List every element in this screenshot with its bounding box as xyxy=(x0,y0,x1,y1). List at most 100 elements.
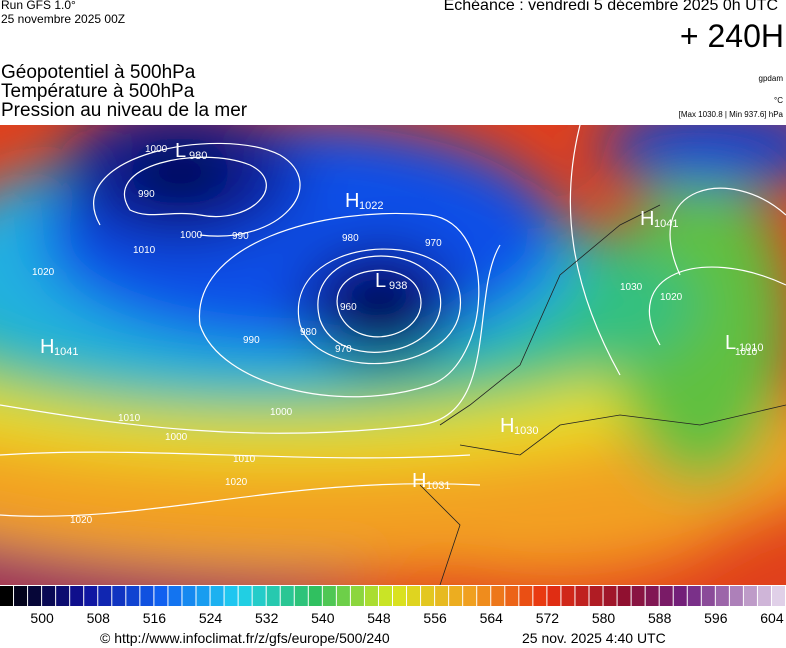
colorbar-swatch xyxy=(280,586,294,606)
colorbar-swatch xyxy=(617,586,631,606)
run-date: 25 novembre 2025 00Z xyxy=(1,12,126,26)
isobar-label: 1020 xyxy=(225,477,248,488)
isobar-label: 1020 xyxy=(660,292,683,303)
pressure-center-letter: H xyxy=(40,336,54,358)
isobar-label: 1010 xyxy=(735,347,758,358)
colorbar-tick-label: 580 xyxy=(591,610,616,626)
colorbar-tick-label: 572 xyxy=(535,610,560,626)
isobar-label: 960 xyxy=(340,302,357,313)
isobar-label: 1000 xyxy=(165,432,188,443)
colorbar-swatch xyxy=(533,586,547,606)
colorbar-swatch xyxy=(645,586,659,606)
layer: Température à 500hPa xyxy=(1,81,195,102)
colorbar-swatch xyxy=(224,586,238,606)
colorbar-swatch xyxy=(196,586,210,606)
colorbar-swatch xyxy=(364,586,378,606)
pressure-center-value: 1022 xyxy=(359,200,383,212)
colorbar-swatch xyxy=(547,586,561,606)
colorbar-swatch xyxy=(28,586,42,606)
isobar-label: 970 xyxy=(335,344,352,355)
colorbar-ticks: 500 508 516 524 532 540 548 556 564 572 580 588 596 6… xyxy=(0,610,786,628)
colorbar-swatch xyxy=(56,586,70,606)
pressure-center-value: 938 xyxy=(389,280,407,292)
colorbar-swatch xyxy=(519,586,533,606)
pressure-center-value: 1041 xyxy=(654,218,678,230)
colorbar-swatch xyxy=(701,586,715,606)
colorbar xyxy=(0,586,785,606)
colorbar-swatch xyxy=(491,586,505,606)
colorbar-swatch xyxy=(407,586,421,606)
unit: gpdam xyxy=(758,74,783,83)
colorbar-swatch xyxy=(210,586,224,606)
pressure-center-value: 1031 xyxy=(426,480,450,492)
pressure-center-letter: L xyxy=(175,140,186,162)
colorbar-swatch xyxy=(350,586,364,606)
colorbar-tick-label: 540 xyxy=(311,610,335,626)
colorbar-swatch xyxy=(322,586,336,606)
colorbar-swatch xyxy=(308,586,322,606)
isobar-label: 980 xyxy=(300,327,317,338)
colorbar-swatch xyxy=(505,586,519,606)
colorbar-swatch xyxy=(603,586,617,606)
colorbar-swatch xyxy=(70,586,84,606)
isobar-label: 970 xyxy=(425,238,442,249)
colorbar-swatch xyxy=(294,586,308,606)
valid-time: Echéance : vendredi 5 décembre 2025 0h U… xyxy=(443,0,778,14)
colorbar-swatch xyxy=(140,586,154,606)
colorbar-tick-label: 564 xyxy=(479,610,503,626)
colorbar-tick-label: 532 xyxy=(254,610,279,626)
colorbar-swatch xyxy=(659,586,673,606)
isobar-label: 1030 xyxy=(620,282,643,293)
colorbar-tick-label: 524 xyxy=(198,610,223,626)
colorbar-swatch xyxy=(589,586,603,606)
isobar-label: 1000 xyxy=(270,407,293,418)
source: © http://www.infoclimat.fr/z/gfs/europe/… xyxy=(100,630,390,646)
isobars xyxy=(0,125,786,517)
pressure-center-letter: L xyxy=(725,332,736,354)
isobar-label: 1020 xyxy=(70,515,93,526)
isobar-label: 980 xyxy=(342,233,359,244)
pressure-center-value: 1030 xyxy=(514,425,538,437)
colorbar-swatch xyxy=(771,586,785,606)
temperature-field xyxy=(0,125,786,585)
isobar-label: 1020 xyxy=(32,267,55,278)
pressure-center-letter: H xyxy=(640,208,654,230)
colorbar-swatch xyxy=(14,586,28,606)
colorbar-swatch xyxy=(126,586,140,606)
isobar-label: 1010 xyxy=(233,454,256,465)
pressure-center-value: 1041 xyxy=(54,346,78,358)
colorbar-tick-label: 588 xyxy=(647,610,672,626)
pressure-center-letter: H xyxy=(345,190,359,212)
colorbar-swatch xyxy=(477,586,491,606)
colorbar-swatch xyxy=(449,586,463,606)
colorbar-swatch xyxy=(154,586,168,606)
colorbar-swatch xyxy=(561,586,575,606)
colorbar-swatch xyxy=(393,586,407,606)
colorbar-tick-label: 556 xyxy=(423,610,447,626)
colorbar-swatch xyxy=(673,586,687,606)
layer: Pression au niveau de la mer xyxy=(1,100,248,121)
colorbar-swatch xyxy=(729,586,743,606)
colorbar-tick-label: 508 xyxy=(86,610,110,626)
colorbar-swatch xyxy=(42,586,56,606)
isobar-label: 990 xyxy=(243,335,260,346)
pressure-center-letter: L xyxy=(375,270,386,292)
colorbar-swatch xyxy=(252,586,266,606)
pressure-center-letter: H xyxy=(412,470,426,492)
pressure-center-letter: H xyxy=(500,415,514,437)
colorbar-swatch xyxy=(421,586,435,606)
colorbar-swatch xyxy=(631,586,645,606)
colorbar-swatch xyxy=(715,586,729,606)
isobar-label: 1000 xyxy=(180,230,203,241)
layer: Géopotentiel à 500hPa xyxy=(1,62,196,83)
unit: [Max 1030.8 | Min 937.6] hPa xyxy=(678,110,783,119)
colorbar-swatch xyxy=(757,586,771,606)
colorbar-swatch xyxy=(266,586,280,606)
colorbar-tick-label: 516 xyxy=(142,610,167,626)
pressure-center-value: 1010 xyxy=(739,342,763,354)
generated: 25 nov. 2025 4:40 UTC xyxy=(522,630,666,646)
colorbar-swatch xyxy=(98,586,112,606)
colorbar-tick-label: 500 xyxy=(30,610,54,626)
colorbar-swatch xyxy=(168,586,182,606)
